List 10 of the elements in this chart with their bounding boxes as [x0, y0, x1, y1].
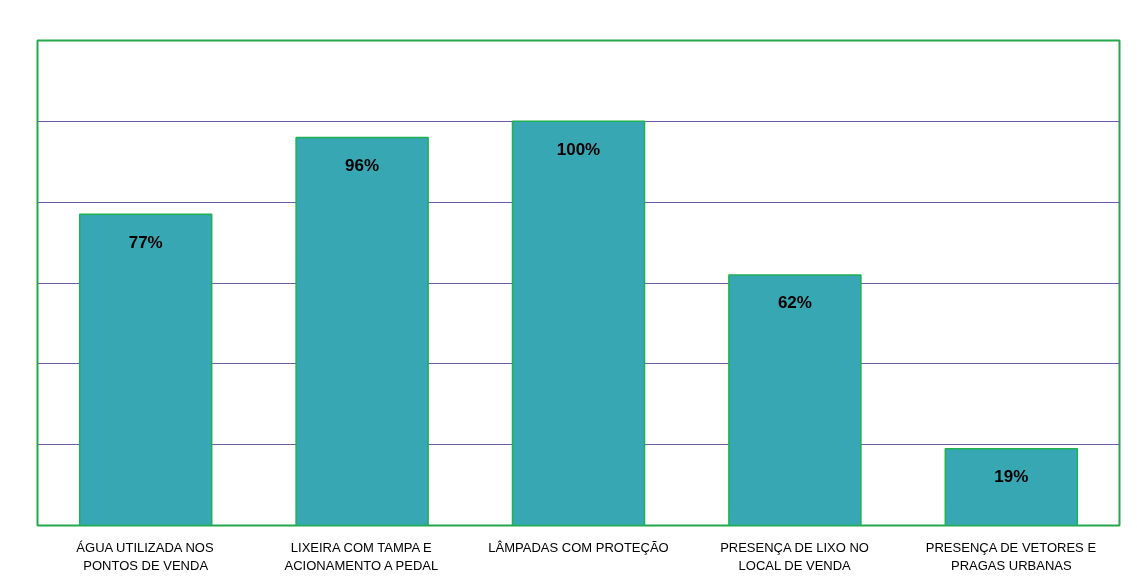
- x-tick-label: PRESENÇA DE LIXO NO LOCAL DE VENDA: [720, 539, 869, 573]
- x-tick-label: LIXEIRA COM TAMPA E ACIONAMENTO A PEDAL: [284, 539, 439, 573]
- x-tick-label: PRESENÇA DE VETORES E PRAGAS URBANAS: [925, 539, 1097, 573]
- data-label: 19%: [994, 467, 1029, 487]
- data-label: 77%: [128, 232, 163, 252]
- data-label: 96%: [345, 156, 380, 175]
- x-tick-label: ÁGUA UTILIZADA NOS PONTOS DE VENDA: [76, 539, 214, 573]
- x-tick-label: LÂMPADAS COM PROTEÇÃO: [488, 539, 669, 555]
- data-label: 100%: [556, 139, 601, 159]
- data-label: 62%: [777, 293, 812, 313]
